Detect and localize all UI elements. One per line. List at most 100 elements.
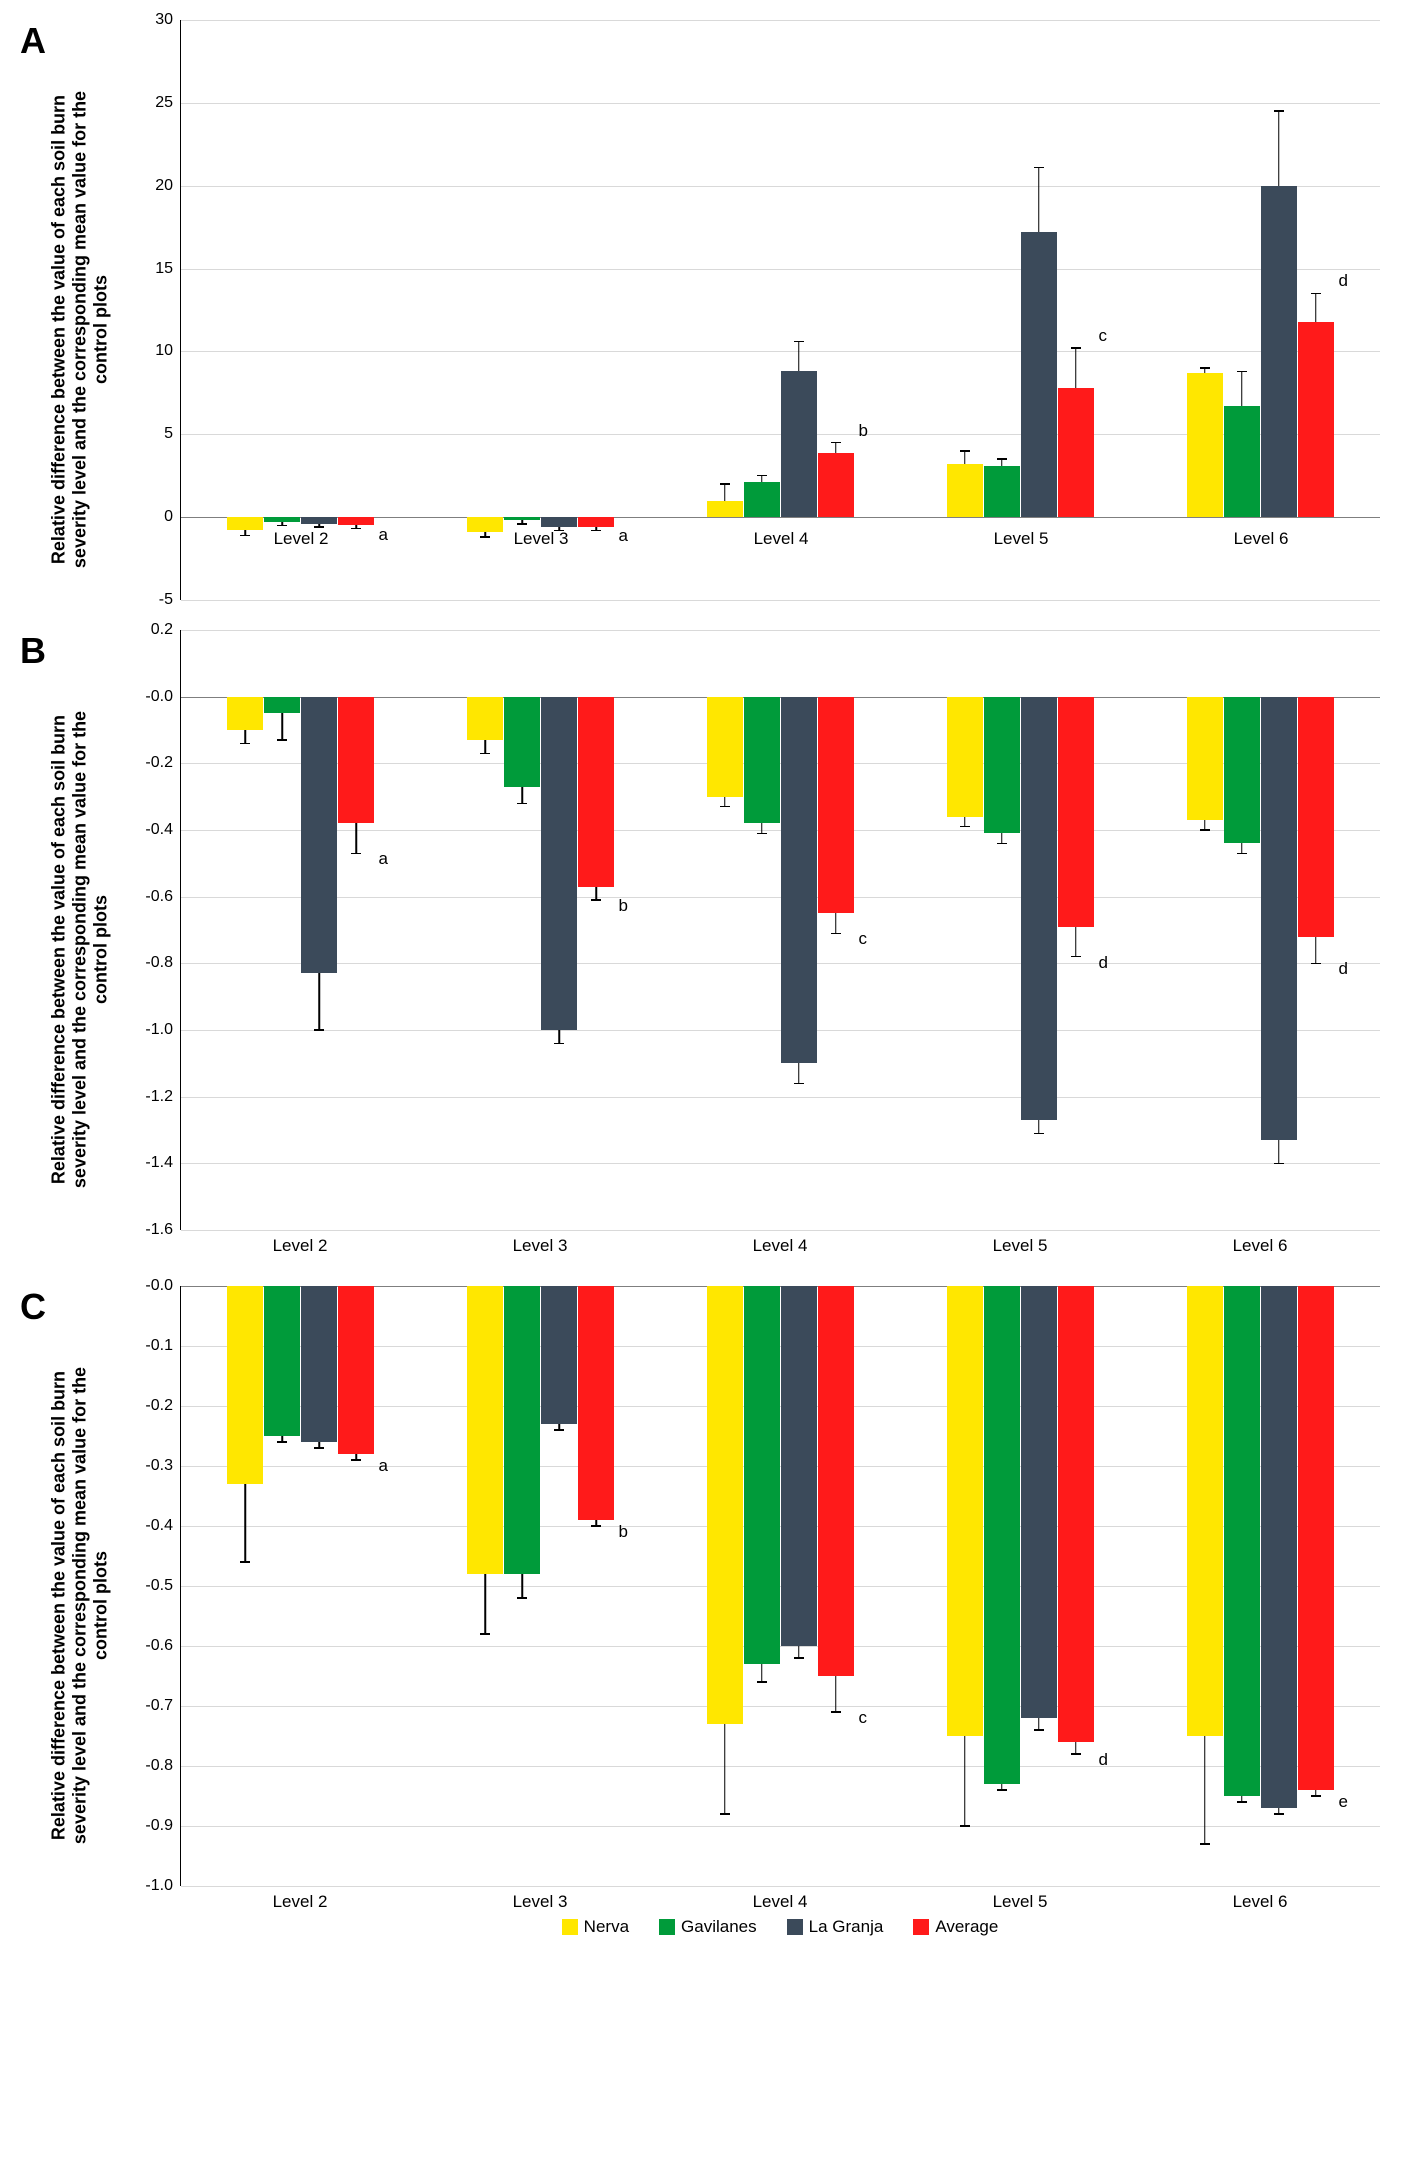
- legend-label: Nerva: [584, 1917, 629, 1937]
- bar-gavilanes: [984, 1286, 1020, 1784]
- bar-gavilanes: [504, 1286, 540, 1574]
- bar-lagranja: [541, 1286, 577, 1424]
- y-tick-label: 15: [155, 260, 181, 278]
- significance-letter: e: [1339, 1792, 1348, 1812]
- x-category-label: Level 5: [900, 1892, 1140, 1912]
- bar-nerva: [947, 697, 983, 817]
- bar-nerva: [1187, 697, 1223, 820]
- y-tick-label: -0.2: [145, 1397, 181, 1415]
- bar-average: [1298, 1286, 1334, 1790]
- y-tick-label: -1.4: [145, 1154, 181, 1172]
- plot-area: -5051015202530aabcdLevel 2Level 3Level 4…: [180, 20, 1380, 600]
- legend-item-lagranja: La Granja: [787, 1917, 884, 1937]
- y-tick-label: -0.7: [145, 1697, 181, 1715]
- bar-gavilanes: [984, 466, 1020, 517]
- bar-lagranja: [1261, 697, 1297, 1140]
- bar-lagranja: [541, 697, 577, 1030]
- y-tick-label: -0.0: [145, 1277, 181, 1295]
- x-category-label: Level 3: [421, 529, 661, 549]
- significance-letter: b: [619, 896, 628, 916]
- bar-nerva: [1187, 373, 1223, 517]
- legend-label: Gavilanes: [681, 1917, 757, 1937]
- y-tick-label: 0: [164, 508, 181, 526]
- legend-item-gavilanes: Gavilanes: [659, 1917, 757, 1937]
- bar-lagranja: [541, 517, 577, 527]
- bar-gavilanes: [1224, 406, 1260, 517]
- y-tick-label: 30: [155, 11, 181, 29]
- bar-gavilanes: [504, 697, 540, 787]
- bar-nerva: [467, 697, 503, 740]
- bar-average: [338, 1286, 374, 1454]
- x-category-label: Level 2: [180, 1892, 420, 1912]
- bar-average: [818, 1286, 854, 1676]
- y-tick-label: -0.6: [145, 888, 181, 906]
- bar-nerva: [947, 464, 983, 517]
- bar-lagranja: [301, 697, 337, 974]
- y-tick-label: -0.5: [145, 1577, 181, 1595]
- y-tick-label: -0.3: [145, 1457, 181, 1475]
- significance-letter: a: [379, 849, 388, 869]
- bar-average: [578, 1286, 614, 1520]
- legend: Nerva Gavilanes La Granja Average: [180, 1917, 1380, 1937]
- panel-label: B: [20, 630, 46, 672]
- bar-gavilanes: [744, 697, 780, 824]
- bar-lagranja: [301, 517, 337, 524]
- bar-gavilanes: [984, 697, 1020, 834]
- bar-lagranja: [781, 1286, 817, 1646]
- bar-lagranja: [1021, 232, 1057, 517]
- y-tick-label: -5: [159, 591, 181, 609]
- significance-letter: d: [1099, 1750, 1108, 1770]
- x-category-label: Level 2: [180, 1236, 420, 1256]
- y-axis-label: Relative difference between the value of…: [49, 80, 112, 580]
- panel-label: C: [20, 1286, 46, 1328]
- bar-lagranja: [1021, 697, 1057, 1120]
- y-tick-label: -1.2: [145, 1088, 181, 1106]
- x-category-label: Level 6: [1140, 1892, 1380, 1912]
- bar-gavilanes: [1224, 1286, 1260, 1796]
- chart-panel-A: ARelative difference between the value o…: [20, 20, 1398, 600]
- y-tick-label: -0.8: [145, 954, 181, 972]
- y-tick-label: -0.0: [145, 688, 181, 706]
- significance-letter: c: [859, 1708, 868, 1728]
- bar-gavilanes: [264, 697, 300, 714]
- chart-panel-C: CRelative difference between the value o…: [20, 1286, 1398, 1937]
- y-tick-label: -0.4: [145, 1517, 181, 1535]
- panel-label: A: [20, 20, 46, 62]
- y-tick-label: -0.2: [145, 754, 181, 772]
- bar-lagranja: [781, 371, 817, 517]
- bar-gavilanes: [1224, 697, 1260, 844]
- x-category-label: Level 5: [901, 529, 1141, 549]
- y-tick-label: 10: [155, 342, 181, 360]
- bar-lagranja: [781, 697, 817, 1064]
- significance-letter: c: [1099, 326, 1108, 346]
- bar-gavilanes: [744, 1286, 780, 1664]
- bar-nerva: [1187, 1286, 1223, 1736]
- x-category-label: Level 4: [660, 1236, 900, 1256]
- bar-average: [338, 697, 374, 824]
- bar-nerva: [947, 1286, 983, 1736]
- significance-letter: d: [1099, 953, 1108, 973]
- bar-average: [1298, 322, 1334, 518]
- y-tick-label: -0.6: [145, 1637, 181, 1655]
- y-tick-label: -1.6: [145, 1221, 181, 1239]
- bar-average: [578, 697, 614, 887]
- bar-lagranja: [1021, 1286, 1057, 1718]
- significance-letter: c: [859, 929, 868, 949]
- y-tick-label: 5: [164, 425, 181, 443]
- x-category-label: Level 5: [900, 1236, 1140, 1256]
- x-category-label: Level 6: [1140, 1236, 1380, 1256]
- x-category-label: Level 4: [660, 1892, 900, 1912]
- bar-average: [1058, 1286, 1094, 1742]
- legend-item-nerva: Nerva: [562, 1917, 629, 1937]
- y-tick-label: 0.2: [151, 621, 181, 639]
- legend-label: Average: [935, 1917, 998, 1937]
- bar-nerva: [707, 501, 743, 518]
- bar-lagranja: [301, 1286, 337, 1442]
- y-axis-label: Relative difference between the value of…: [49, 1356, 112, 1856]
- bar-average: [578, 517, 614, 527]
- significance-letter: d: [1339, 271, 1348, 291]
- bar-nerva: [467, 1286, 503, 1574]
- legend-item-average: Average: [913, 1917, 998, 1937]
- significance-letter: a: [379, 1456, 388, 1476]
- y-axis-label: Relative difference between the value of…: [49, 700, 112, 1200]
